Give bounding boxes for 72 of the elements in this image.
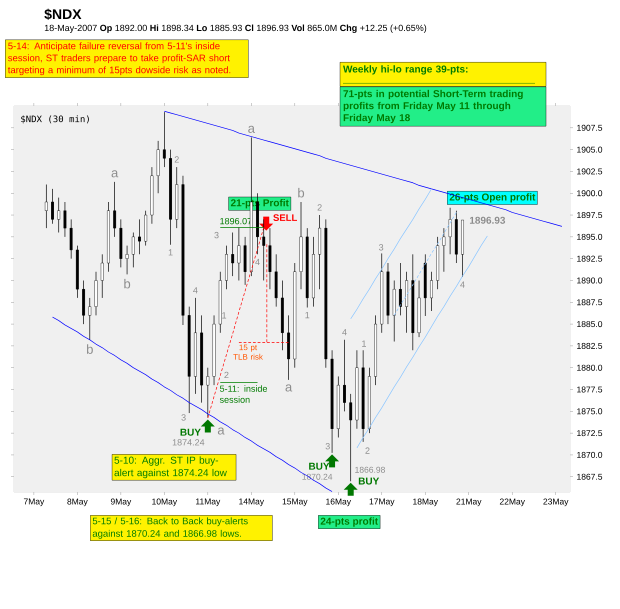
annotation: BUY — [309, 462, 330, 470]
annotation: 1874.24 — [172, 439, 204, 446]
x-tick-label: 7May — [24, 498, 44, 506]
y-tick-label: 1870.0 — [577, 452, 602, 458]
text: 24-pts profit — [320, 517, 378, 527]
y-tick-label: 1902.5 — [577, 168, 602, 174]
y-tick-label: 1892.5 — [577, 256, 602, 262]
y-tick-label: 1905.0 — [577, 146, 602, 153]
annotation: 4 — [342, 329, 347, 336]
x-tick-label: 8May — [67, 498, 88, 506]
y-tick-label: 1897.5 — [577, 212, 602, 218]
annotation: 1896.93 — [470, 216, 506, 224]
y-tick-label: 1890.0 — [577, 277, 602, 284]
annotation: 4 — [255, 258, 260, 266]
annotation: 5-10: Aggr. ST IP buy-alert against 1874.24 low — [114, 456, 227, 478]
y-tick-label: 1895.0 — [577, 234, 602, 240]
x-tick-label: 16May — [326, 498, 352, 506]
annotation: $NDX (30 min) — [21, 115, 89, 124]
y-tick-label: 1880.0 — [577, 364, 602, 371]
x-tick-label: 17May — [370, 498, 395, 506]
y-tick-label: 1875.0 — [577, 408, 602, 414]
annotation: 1 — [362, 340, 366, 347]
x-tick-label: 21May — [456, 498, 482, 506]
annotation: 3 — [214, 232, 219, 238]
annotation: 1 — [168, 249, 173, 256]
annotation: 3 — [378, 244, 384, 251]
annotation: 2 — [365, 447, 370, 454]
y-tick-label: 1872.5 — [577, 430, 602, 436]
x-tick-label: 23May — [543, 498, 568, 506]
annotation: SELL — [273, 214, 297, 222]
y-tick-label: 1882.5 — [577, 342, 602, 349]
x-tick-label: 9May — [110, 498, 132, 506]
y-tick-label: 1867.5 — [577, 474, 602, 480]
annotation: b — [87, 344, 93, 354]
annotation: a — [112, 170, 118, 178]
x-tick-label: 10May — [152, 498, 178, 506]
annotation: 1896.07 — [220, 218, 252, 224]
x-tick-label: 14May — [239, 498, 264, 506]
annotation: 1 — [222, 312, 226, 318]
annotation: 71-pts in potential Short-Term trading profits from Friday May 11 through Friday May 18 — [343, 90, 523, 124]
x-tick-label: 15May — [282, 498, 308, 506]
annotation: 1 — [305, 312, 310, 318]
annotation: 5-11: inside session — [220, 385, 268, 403]
annotation: b — [124, 278, 130, 288]
text: 18-May-2007 Op 1892.00 Hi 1898.34 Lo 1885.93 Cl 1896.93 Vol 865.0M Chg +12.25 (+0.65%) — [44, 24, 426, 33]
annotation: a — [286, 384, 292, 392]
x-tick-label: 22May — [500, 498, 525, 506]
annotation: 4 — [460, 282, 465, 288]
y-tick-label: 1877.5 — [577, 386, 602, 393]
annotation: 1866.98 — [355, 466, 385, 473]
chart-title: $NDX — [44, 8, 82, 20]
annotation: a — [218, 427, 225, 435]
annotation: BUY — [358, 478, 380, 485]
y-tick-label: 1907.5 — [577, 124, 602, 131]
annotation: 15 pt TLB risk — [233, 344, 263, 360]
y-tick-label: 1900.0 — [577, 190, 602, 196]
text: 5-15 / 5-16: Back to Back buy-alerts against 1870.24 and 1866.98 lows. — [92, 517, 248, 539]
text: 5-14: Anticipate failure reversal from 5-11's inside session, ST traders prepare to take profit-SAR short targeting a minimum of 15pts dowside risk as noted. — [8, 42, 230, 76]
annotation: BUY — [180, 428, 201, 436]
annotation: a — [248, 126, 255, 133]
annotation: 4 — [193, 287, 198, 294]
annotation: 2 — [318, 204, 322, 211]
annotation: b — [298, 188, 304, 198]
y-tick-label: 1887.5 — [577, 299, 602, 306]
annotation: 3 — [181, 414, 186, 421]
annotation: 2 — [174, 156, 179, 163]
annotation: 3 — [326, 443, 330, 450]
annotation: 2 — [224, 372, 229, 378]
text: Weekly hi-lo range 39-pts: — [343, 65, 468, 75]
y-tick-label: 1885.0 — [577, 321, 602, 328]
x-tick-label: 18May — [413, 498, 438, 506]
x-tick-label: 11May — [196, 498, 220, 506]
